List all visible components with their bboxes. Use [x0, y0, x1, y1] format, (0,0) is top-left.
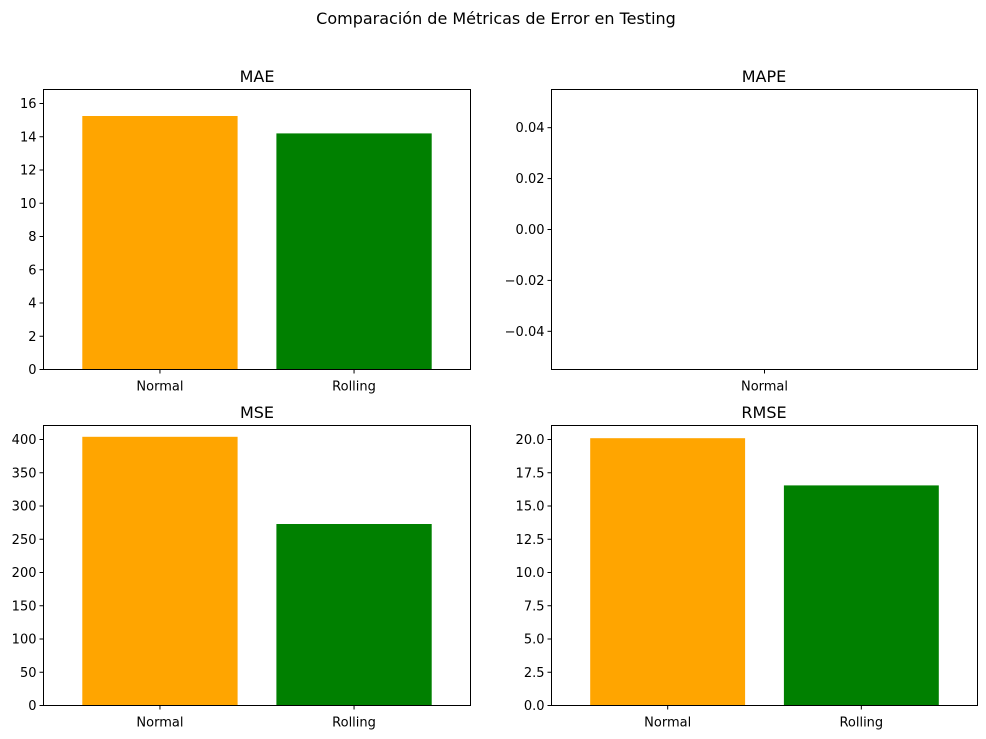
- ytick-label-mse-0: 0: [28, 699, 36, 714]
- ytick-label-rmse-6: 15.0: [516, 500, 545, 515]
- panel-mape: MAPE Normal −0.04 −0.02 0.00 0.02 0.04: [505, 67, 978, 395]
- ytick-label-mae-3: 6: [28, 263, 36, 278]
- ytick-label-mape-0: −0.04: [505, 325, 545, 340]
- bar-rmse-rolling: [783, 485, 939, 706]
- bar-mse-normal: [82, 436, 238, 706]
- ytick-label-mae-5: 10: [20, 197, 37, 212]
- marks-mse: Normal Rolling 0 50 100 150 200 250 300 350 400: [12, 433, 432, 731]
- panel-title-rmse: RMSE: [741, 403, 786, 422]
- ytick-label-rmse-0: 0.0: [524, 699, 545, 714]
- panel-title-mape: MAPE: [742, 67, 787, 86]
- bar-mse-rolling: [276, 524, 432, 706]
- marks-mape: Normal −0.04 −0.02 0.00 0.02 0.04: [505, 121, 788, 394]
- ytick-label-rmse-3: 7.5: [524, 599, 545, 614]
- ytick-label-mae-2: 4: [28, 297, 36, 312]
- ytick-label-mape-1: −0.02: [505, 274, 545, 289]
- ytick-label-mse-4: 200: [12, 566, 37, 581]
- ytick-label-mae-8: 16: [20, 97, 37, 112]
- xtick-label-rmse-0: Normal: [644, 716, 691, 731]
- ytick-label-mae-7: 14: [20, 130, 37, 145]
- bar-rmse-normal: [590, 438, 746, 706]
- ytick-label-mse-3: 150: [12, 599, 37, 614]
- ytick-label-rmse-8: 20.0: [516, 433, 545, 448]
- bar-mae-normal: [82, 116, 238, 370]
- panel-mse: MSE Normal Rolling 0 50 100 150 200 250 300 350 40…: [12, 403, 471, 731]
- ytick-label-mape-2: 0.00: [516, 223, 545, 238]
- axes-frame-mape: [551, 89, 978, 370]
- xtick-label-mae-1: Rolling: [332, 380, 376, 395]
- ytick-label-mae-1: 2: [28, 330, 36, 345]
- xtick-label-mae-0: Normal: [136, 380, 183, 395]
- panel-title-mse: MSE: [240, 403, 274, 422]
- ytick-label-rmse-5: 12.5: [516, 533, 545, 548]
- xtick-label-rmse-1: Rolling: [839, 716, 883, 731]
- ytick-label-mape-4: 0.04: [516, 121, 545, 136]
- axes-frame-mae: [43, 89, 471, 370]
- ytick-label-mse-5: 250: [12, 533, 37, 548]
- marks-rmse: Normal Rolling 0.0 2.5 5.0 7.5 10.0 12.5 15.0 17.…: [516, 433, 939, 731]
- ytick-label-mse-1: 50: [20, 666, 37, 681]
- axes-frame-rmse: [551, 425, 978, 706]
- ytick-label-rmse-7: 17.5: [516, 466, 545, 481]
- marks-mae: Normal Rolling 0 2 4 6 8 10 12 14 16: [20, 97, 432, 395]
- ytick-label-mae-4: 8: [28, 230, 36, 245]
- figure-suptitle: Comparación de Métricas de Error en Test…: [316, 9, 676, 28]
- xtick-label-mse-1: Rolling: [332, 716, 376, 731]
- xtick-label-mse-0: Normal: [136, 716, 183, 731]
- xtick-label-mape-0: Normal: [741, 380, 788, 395]
- ytick-label-mse-2: 100: [12, 633, 37, 648]
- bar-mae-rolling: [276, 133, 432, 370]
- axes-frame-mse: [43, 425, 471, 706]
- ytick-label-mae-0: 0: [28, 363, 36, 378]
- ytick-label-mse-8: 400: [12, 433, 37, 448]
- ytick-label-mse-6: 300: [12, 500, 37, 515]
- ytick-label-rmse-4: 10.0: [516, 566, 545, 581]
- ytick-label-mape-3: 0.02: [516, 172, 545, 187]
- ytick-label-rmse-2: 5.0: [524, 633, 545, 648]
- ytick-label-mae-6: 12: [20, 164, 37, 179]
- ytick-label-rmse-1: 2.5: [524, 666, 545, 681]
- ytick-label-mse-7: 350: [12, 466, 37, 481]
- panel-title-mae: MAE: [240, 67, 275, 86]
- panel-rmse: RMSE Normal Rolling 0.0 2.5 5.0 7.5 10.0 12.5 15…: [516, 403, 978, 731]
- panel-mae: MAE Normal Rolling 0 2 4 6 8 10 12 14 16: [20, 67, 471, 395]
